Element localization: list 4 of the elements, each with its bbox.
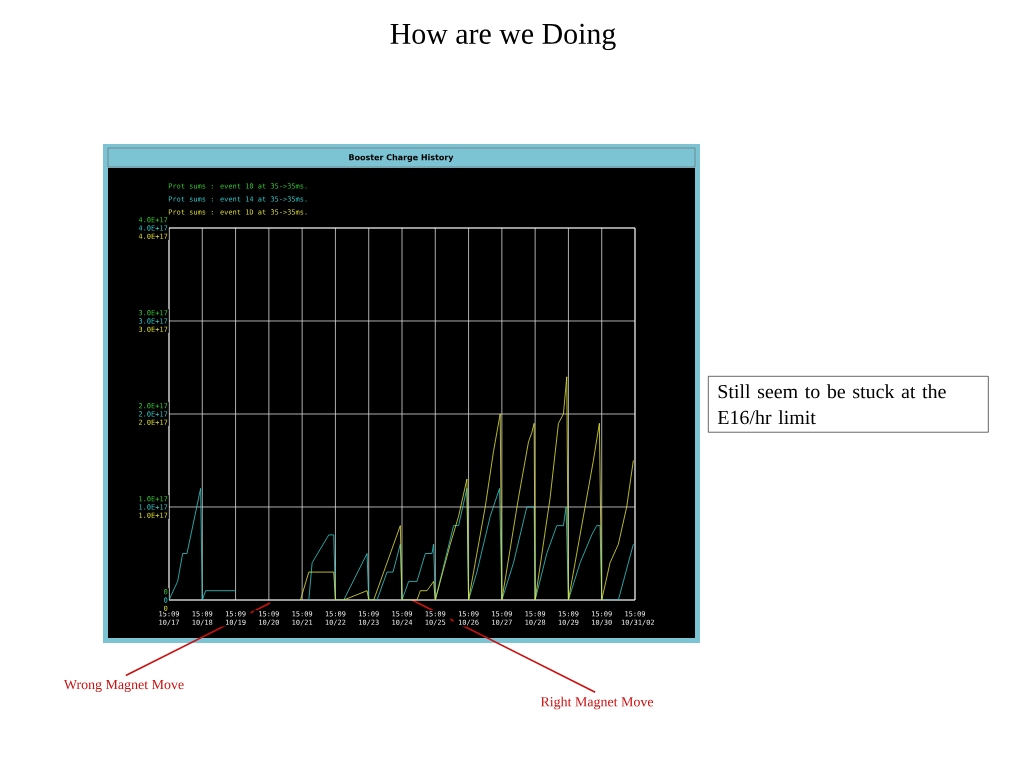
annotation: Right Magnet Move	[540, 696, 654, 710]
chart-title: How are we Doing	[390, 23, 616, 51]
text: Wrong Magnet Move	[63, 679, 184, 693]
text: Still seem to be stuck at the E16/hr limit	[717, 384, 946, 425]
